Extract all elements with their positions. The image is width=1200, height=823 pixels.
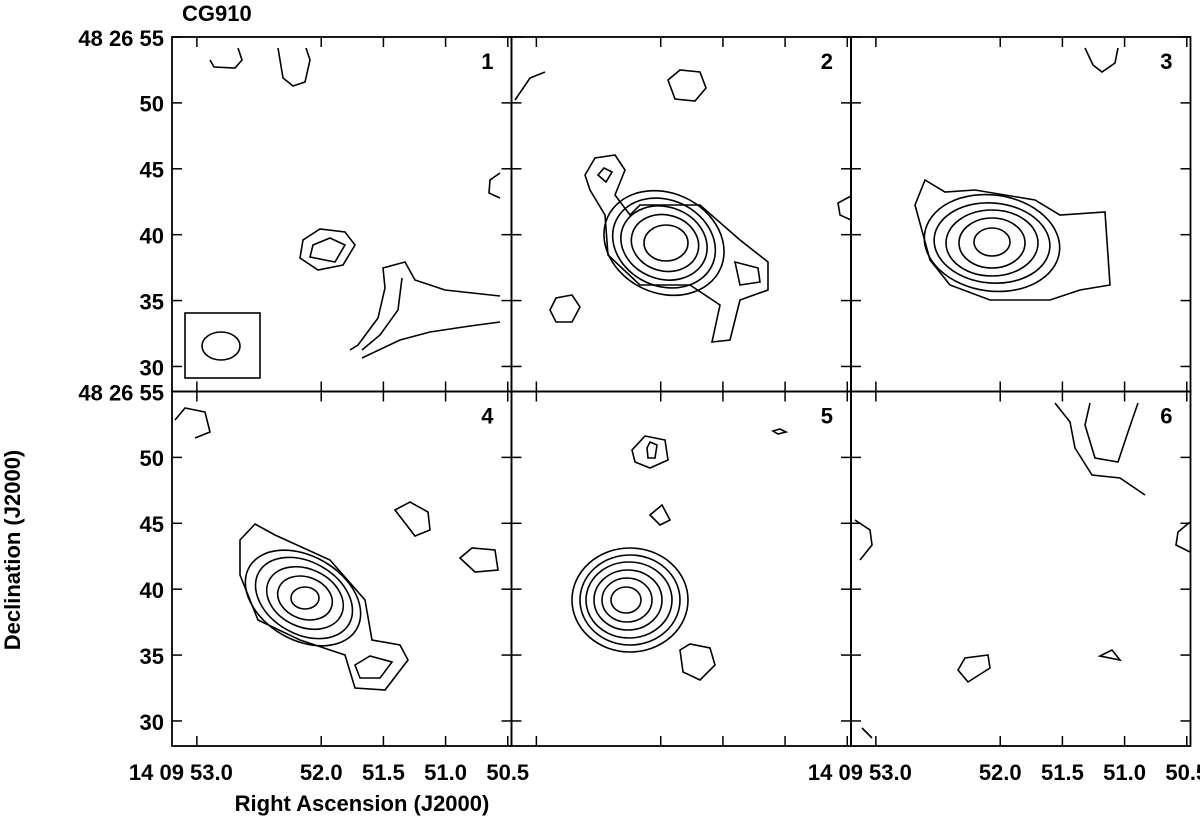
chart-title: CG910 — [182, 1, 252, 26]
contour — [244, 549, 362, 647]
panel-frame — [850, 36, 1192, 393]
contour — [309, 237, 347, 263]
y-tick-label: 35 — [140, 289, 164, 314]
x-tick-label: 50.5 — [486, 760, 529, 785]
y-tick-label: 30 — [140, 355, 164, 380]
y-axis-label: Declination (J2000) — [0, 450, 25, 651]
panel-label: 4 — [481, 403, 494, 428]
panel-frame — [510, 36, 852, 393]
contour — [923, 193, 1061, 293]
contour — [620, 205, 708, 281]
y-tick-label: 48 26 55 — [78, 26, 164, 51]
contour — [945, 209, 1039, 277]
x-tick-label: 51.5 — [1041, 760, 1084, 785]
contour — [239, 522, 409, 691]
contour — [354, 655, 394, 679]
contour — [290, 586, 320, 610]
contour — [393, 501, 431, 537]
panel-label: 1 — [481, 49, 493, 74]
contour — [601, 577, 653, 623]
contour — [679, 643, 716, 681]
contour — [914, 178, 1111, 301]
y-tick-label: 30 — [140, 710, 164, 735]
contour — [488, 172, 501, 199]
contour — [1084, 47, 1119, 73]
panel-label: 6 — [1160, 403, 1172, 428]
contour — [458, 547, 499, 573]
contour — [933, 202, 1051, 284]
contour — [643, 224, 689, 262]
contour — [361, 321, 501, 359]
contour — [957, 654, 991, 684]
x-tick-label: 51.5 — [362, 760, 405, 785]
panel-frame — [510, 390, 852, 747]
contour — [603, 189, 725, 297]
contour — [861, 727, 873, 739]
contour — [630, 213, 700, 273]
contour — [611, 197, 717, 289]
x-tick-label: 52.0 — [300, 760, 343, 785]
y-tick-label: 50 — [140, 446, 164, 471]
x-axis-label: Right Ascension (J2000) — [235, 791, 490, 816]
contour — [277, 47, 311, 87]
y-tick-label: 40 — [140, 578, 164, 603]
y-tick-label: 40 — [140, 223, 164, 248]
contour — [549, 294, 581, 323]
contour — [585, 561, 673, 639]
x-tick-label: 14 09 53.0 — [808, 760, 912, 785]
contour — [610, 586, 642, 614]
y-tick-label: 45 — [140, 512, 164, 537]
contour — [648, 503, 672, 526]
contour — [361, 277, 403, 351]
contour — [1084, 402, 1139, 463]
contour — [733, 260, 761, 286]
contours — [174, 47, 1191, 739]
contour — [209, 47, 243, 69]
y-tick-label: 50 — [140, 92, 164, 117]
x-tick-label: 14 09 53.0 — [129, 760, 233, 785]
beam — [201, 331, 241, 361]
contour — [514, 71, 546, 101]
x-tick-label: 51.0 — [1103, 760, 1146, 785]
contour — [254, 556, 354, 640]
y-tick-label: 35 — [140, 644, 164, 669]
beam-box — [184, 312, 261, 379]
contour — [174, 407, 211, 439]
contour — [667, 69, 707, 102]
x-tick-label: 52.0 — [979, 760, 1022, 785]
contour — [646, 440, 658, 459]
contour — [349, 261, 501, 351]
x-tick-label: 51.0 — [424, 760, 467, 785]
contour — [593, 569, 663, 631]
y-tick-label: 45 — [140, 158, 164, 183]
contour — [276, 575, 334, 621]
panel-frame — [171, 390, 513, 747]
contour — [1175, 521, 1191, 553]
panel-label: 5 — [821, 403, 833, 428]
contour — [1097, 648, 1122, 662]
panel-frame — [850, 390, 1192, 747]
contour — [571, 547, 689, 653]
contour — [579, 554, 681, 646]
contour — [854, 519, 873, 561]
contour — [265, 565, 345, 631]
contour — [299, 228, 356, 271]
contour — [631, 435, 669, 469]
contour — [973, 227, 1011, 257]
panel-label: 2 — [821, 49, 833, 74]
x-tick-label: 50.5 — [1165, 760, 1200, 785]
contour — [837, 195, 852, 221]
contour — [596, 167, 614, 184]
contour — [958, 217, 1026, 269]
contour — [1054, 402, 1146, 496]
contour — [584, 154, 769, 343]
panel-label: 3 — [1160, 49, 1172, 74]
contour — [771, 428, 789, 435]
y-tick-label: 48 26 55 — [78, 380, 164, 405]
panel-frame — [171, 36, 513, 393]
